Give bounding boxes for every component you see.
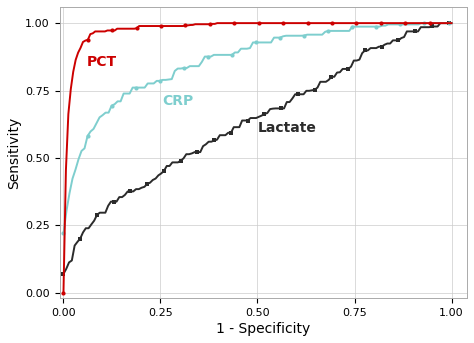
Y-axis label: Sensitivity: Sensitivity <box>7 116 21 189</box>
Text: CRP: CRP <box>163 94 194 108</box>
Text: PCT: PCT <box>87 55 117 69</box>
Text: Lactate: Lactate <box>257 121 316 135</box>
X-axis label: 1 - Specificity: 1 - Specificity <box>216 322 310 336</box>
